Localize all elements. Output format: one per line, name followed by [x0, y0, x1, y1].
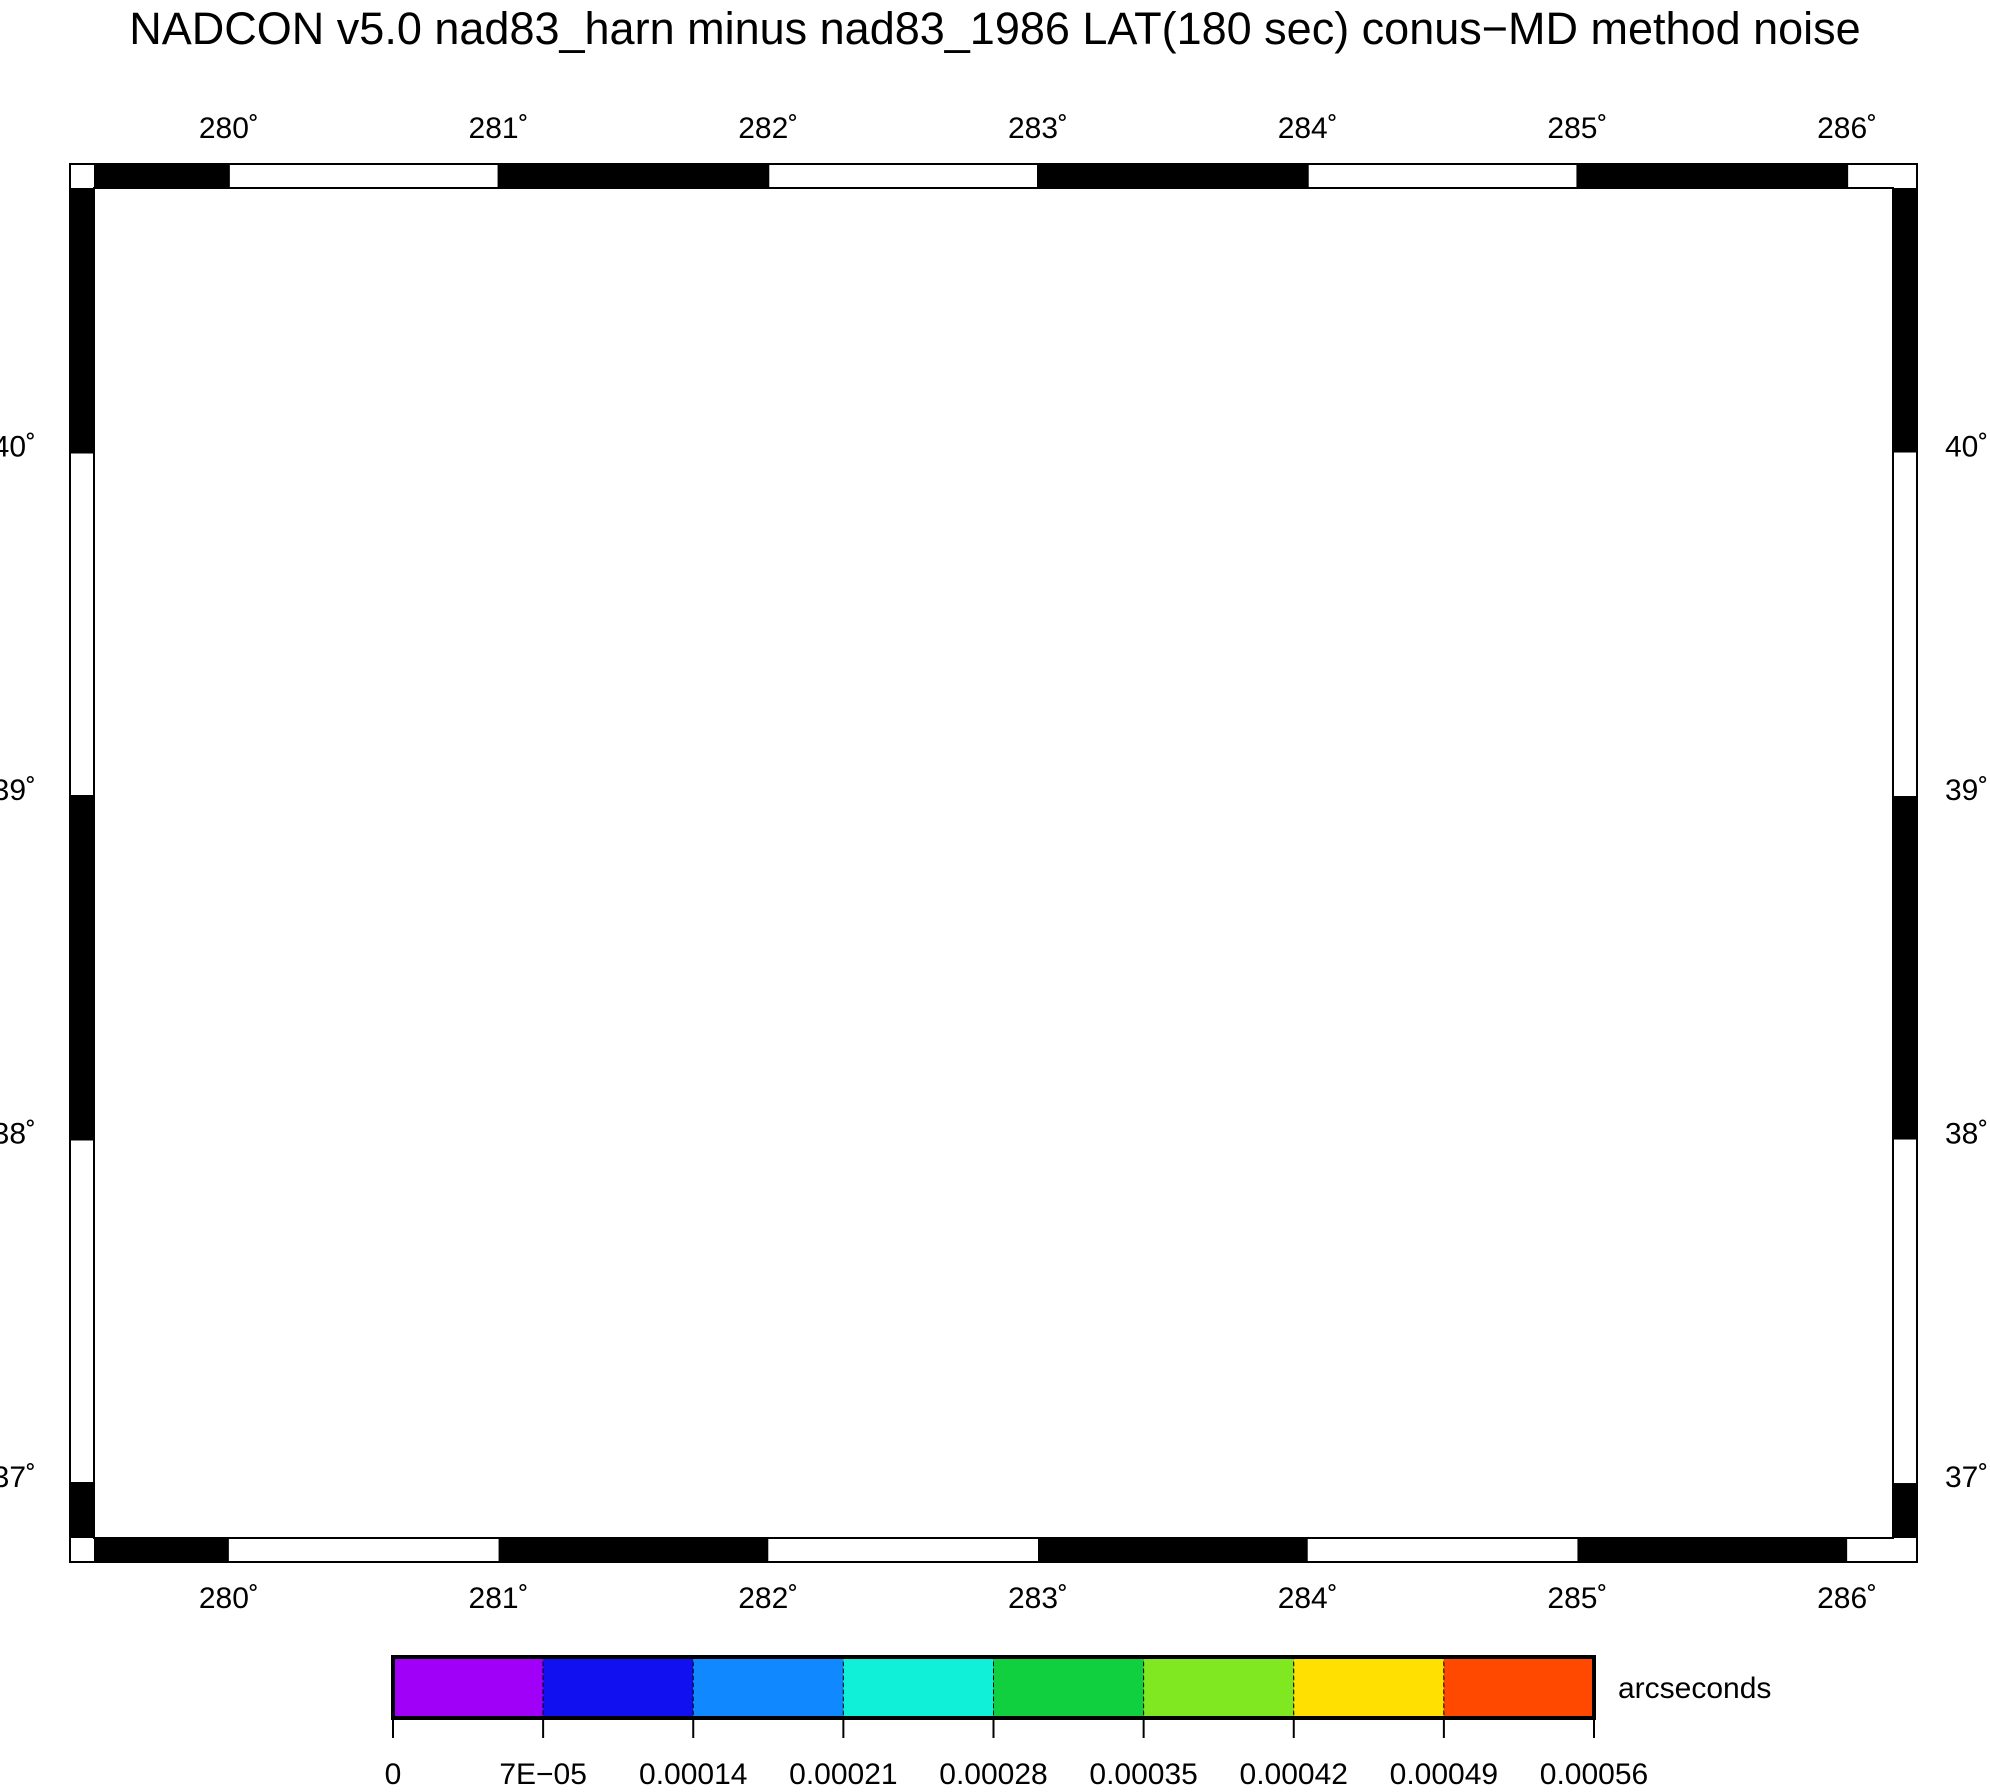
frame-band	[1038, 164, 1308, 188]
lon-tick-label: 284˚	[1278, 1582, 1338, 1615]
frame-band	[70, 796, 94, 1140]
colorbar-tick-label: 0.00049	[1390, 1758, 1498, 1791]
lat-tick-label: 40˚	[1945, 430, 1988, 463]
lon-tick-label: 281˚	[469, 1582, 529, 1615]
frame-band	[1038, 1538, 1308, 1562]
colorbar-segment	[1293, 1656, 1445, 1719]
colorbar-segment	[993, 1656, 1145, 1719]
lon-tick-label: 284˚	[1278, 112, 1338, 145]
lon-tick-label: 285˚	[1547, 112, 1607, 145]
frame-band	[70, 1483, 94, 1538]
frame-band	[94, 164, 229, 188]
lat-tick-label: 39˚	[0, 774, 36, 807]
lat-tick-label: 38˚	[1945, 1117, 1988, 1150]
lon-tick-label: 286˚	[1817, 1582, 1877, 1615]
lon-tick-label: 286˚	[1817, 112, 1877, 145]
lat-tick-label: 37˚	[0, 1461, 36, 1494]
lon-tick-label: 281˚	[469, 112, 529, 145]
lon-tick-label: 283˚	[1008, 112, 1068, 145]
frame-band	[1893, 796, 1917, 1140]
lat-tick-label: 40˚	[0, 430, 36, 463]
frame-band	[498, 1538, 769, 1562]
map-title: NADCON v5.0 nad83_harn minus nad83_1986 …	[129, 3, 1860, 54]
lon-tick-label: 282˚	[738, 1582, 798, 1615]
colorbar-segment	[1143, 1656, 1295, 1719]
lon-tick-label: 280˚	[199, 1582, 259, 1615]
colorbar-tick-label: 7E−05	[499, 1758, 587, 1791]
frame-band	[94, 1538, 229, 1562]
frame-band	[1893, 188, 1917, 453]
lon-tick-label: 282˚	[738, 112, 798, 145]
colorbar-tick-label: 0	[385, 1758, 402, 1791]
colorbar-segment	[542, 1656, 694, 1719]
colorbar-segment	[392, 1656, 544, 1719]
colorbar-tick-label: 0.00056	[1540, 1758, 1648, 1791]
frame-outer	[69, 163, 1918, 1563]
lon-tick-label: 285˚	[1547, 1582, 1607, 1615]
lon-tick-label: 280˚	[199, 112, 259, 145]
colorbar-segment	[692, 1656, 844, 1719]
frame-band	[1893, 1483, 1917, 1538]
colorbar-segment	[842, 1656, 994, 1719]
colorbar-tick-label: 0.00035	[1089, 1758, 1197, 1791]
colorbar-tick-label: 0.00021	[789, 1758, 897, 1791]
colorbar-tick-label: 0.00028	[939, 1758, 1047, 1791]
frame-band	[1577, 164, 1848, 188]
lon-tick-label: 283˚	[1008, 1582, 1068, 1615]
lat-tick-label: 38˚	[0, 1117, 36, 1150]
graticule-labels: 280˚ 280˚ 281˚ 281˚ 282˚ 282˚ 283˚ 283˚ 284˚ 284˚…	[0, 112, 1988, 1615]
colorbar-tick-label: 0.00014	[639, 1758, 747, 1791]
plot-border	[93, 187, 1894, 1539]
colorbar-tick-label: 0.00042	[1240, 1758, 1348, 1791]
lat-tick-label: 39˚	[1945, 774, 1988, 807]
frame-band	[498, 164, 769, 188]
map-frame	[69, 163, 1918, 1563]
colorbar-segment	[1443, 1656, 1595, 1719]
frame-band	[70, 188, 94, 453]
colorbar: 0 7E−05 0.00014 0.00021 0.00028 0.00035 0.0004…	[385, 1655, 1771, 1791]
lat-tick-label: 37˚	[1945, 1461, 1988, 1494]
frame-band	[1577, 1538, 1848, 1562]
colorbar-unit: arcseconds	[1618, 1672, 1771, 1705]
